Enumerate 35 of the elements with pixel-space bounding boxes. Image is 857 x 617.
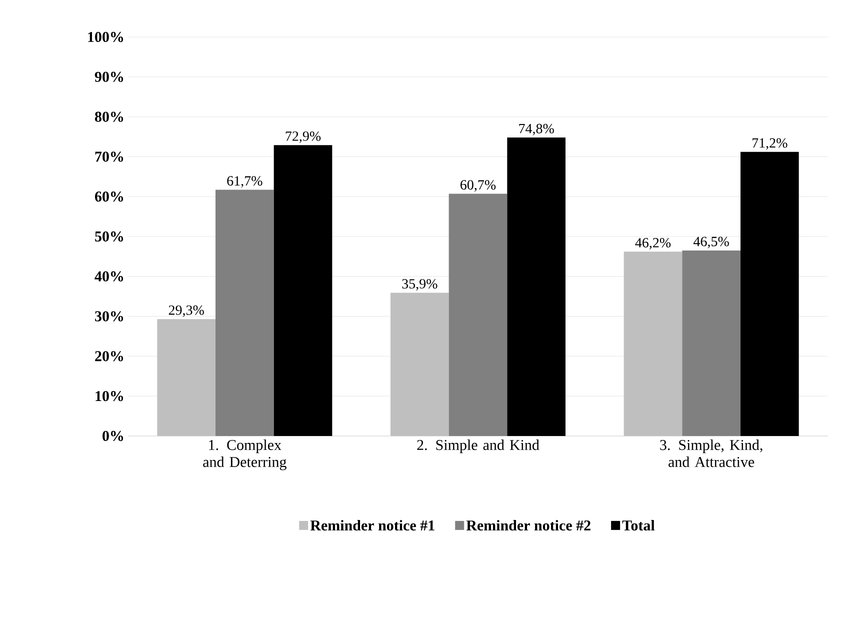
y-tick-label: 80% [94, 112, 124, 122]
data-label: 35,9% [402, 279, 438, 291]
y-tick-label: 0% [102, 430, 124, 442]
y-tick-label: 10% [96, 391, 124, 402]
bar [448, 194, 508, 436]
bar [274, 145, 332, 436]
x-tick-label: 1. Complex and Deterring [203, 440, 286, 470]
x-tick-label: 2. Simple and Kind [417, 440, 540, 454]
data-label: 71,2% [752, 138, 788, 150]
bar [624, 252, 682, 436]
y-tick-label: 30% [95, 311, 124, 322]
data-label: 46,5% [694, 236, 729, 248]
bar [740, 152, 799, 436]
y-tick-label: 70% [95, 152, 124, 162]
bar [157, 319, 216, 436]
bar [390, 292, 449, 436]
y-tick-label: 100% [88, 32, 124, 42]
data-label: 72,9% [286, 131, 321, 143]
legend-label: Reminder notice #1 [310, 520, 434, 531]
data-label: 74,8% [519, 124, 554, 136]
bar [682, 250, 740, 436]
y-tick-label: 90% [94, 72, 124, 82]
data-label: 61,7% [227, 176, 262, 188]
data-label: 29,3% [168, 305, 204, 317]
legend-label: Total [622, 520, 655, 531]
y-tick-label: 60% [94, 192, 124, 202]
legend-label: Reminder notice #2 [466, 520, 590, 531]
bar [216, 190, 274, 436]
y-tick-label: 50% [95, 231, 124, 242]
data-label: 60,7% [460, 180, 496, 192]
y-tick-label: 40% [94, 271, 124, 282]
y-tick-label: 20% [95, 351, 124, 362]
data-label: 46,2% [635, 238, 671, 250]
x-tick-label: 3. Simple, Kind, and Attractive [660, 440, 762, 468]
bar [507, 138, 566, 436]
